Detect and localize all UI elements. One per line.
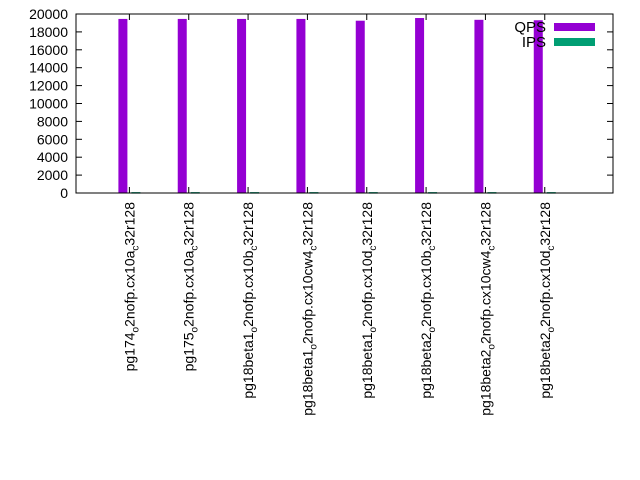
- bar-qps: [177, 18, 187, 193]
- y-tick-label: 4000: [37, 149, 68, 165]
- bars: [118, 18, 556, 194]
- bar-qps: [474, 19, 484, 193]
- axis-ticks: [76, 13, 613, 194]
- x-category-label: pg18beta2o2nofp.cx10bc32r128: [418, 202, 438, 399]
- x-category-label: pg18beta1o2nofp.cx10bc32r128: [240, 202, 260, 399]
- bar-qps: [118, 18, 128, 193]
- y-tick-label: 18000: [29, 24, 68, 40]
- x-category-label: pg18beta2o2nofp.cx10cw4c32r128: [477, 202, 497, 416]
- bar-qps: [296, 18, 306, 193]
- y-tick-label: 0: [60, 185, 68, 201]
- x-category-label: pg18beta1o2nofp.cx10dc32r128: [359, 202, 379, 399]
- legend-swatch-qps: [554, 23, 595, 31]
- x-tick-labels: pg174o2nofp.cx10ac32r128 pg175o2nofp.cx10…: [121, 202, 556, 416]
- bar-qps: [355, 20, 365, 194]
- y-tick-label: 12000: [29, 78, 68, 94]
- y-tick-label: 2000: [37, 167, 68, 183]
- bar-qps: [415, 18, 425, 194]
- x-category-label: pg175o2nofp.cx10ac32r128: [181, 202, 201, 372]
- plot-frame: [75, 13, 614, 194]
- x-category-label: pg18beta1o2nofp.cx10cw4c32r128: [299, 202, 319, 416]
- y-tick-label: 14000: [29, 60, 68, 76]
- legend-swatch-ips: [554, 38, 595, 46]
- x-category-label: pg174o2nofp.cx10ac32r128: [121, 202, 141, 372]
- y-tick-label: 10000: [29, 96, 68, 112]
- y-tick-label: 6000: [37, 131, 68, 147]
- bar-qps: [237, 18, 247, 193]
- y-tick-label: 16000: [29, 42, 68, 58]
- x-category-label: pg18beta2o2nofp.cx10dc32r128: [537, 202, 557, 399]
- bar-qps: [533, 20, 543, 193]
- y-tick-label: 20000: [29, 6, 68, 22]
- legend-label-qps: QPS: [514, 19, 546, 36]
- y-tick-label: 8000: [37, 113, 68, 129]
- legend-label-ips: IPS: [522, 34, 546, 51]
